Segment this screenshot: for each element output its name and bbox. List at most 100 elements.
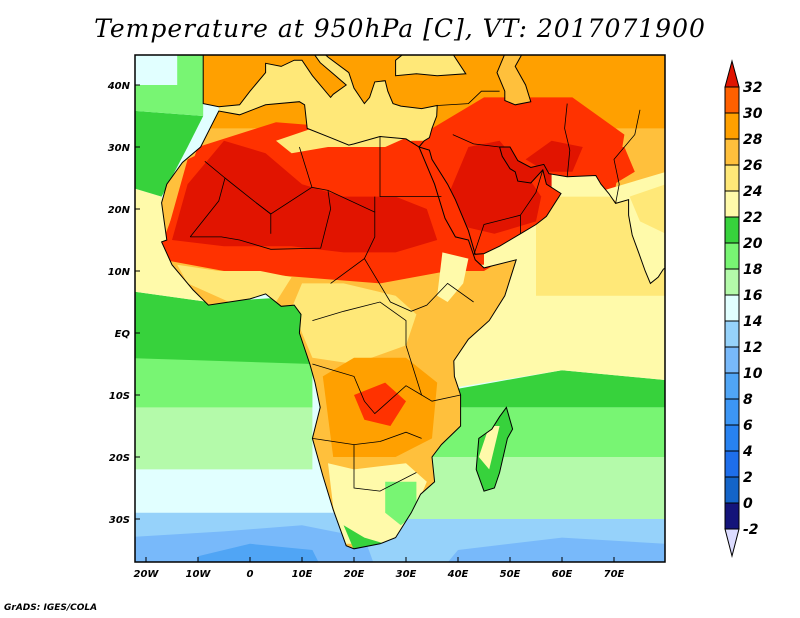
colorbar-label: 4 — [742, 444, 753, 460]
pakistan-hot — [593, 147, 635, 185]
colorbar-swatch — [724, 450, 740, 478]
colorbar-swatch — [724, 424, 740, 452]
colorbar-label: 18 — [743, 262, 763, 278]
colorbar-swatch — [724, 372, 740, 400]
ocean-cold-core — [198, 543, 319, 562]
africa-coastline — [160, 101, 517, 550]
lon-tick-label: 20W — [134, 569, 160, 580]
arabian-sea — [536, 196, 665, 296]
country-border — [190, 190, 332, 250]
caspian-coastline — [496, 55, 532, 106]
ocean-cold-east — [447, 537, 665, 562]
colorbar-label: 12 — [743, 340, 762, 356]
country-border — [312, 431, 422, 446]
lat-tick-label: 30N — [108, 143, 131, 154]
atlantic-south-band — [135, 395, 313, 470]
lon-tick-label: 10W — [186, 569, 212, 580]
country-border — [299, 146, 313, 188]
colorbar-label: 16 — [743, 288, 763, 304]
black-sea-coastline — [395, 55, 467, 77]
lat-tick-label: EQ — [115, 329, 131, 340]
atlantic-subtropic — [135, 110, 204, 197]
colorbar-label: -2 — [743, 522, 759, 538]
lat-tick-label: 40N — [107, 81, 131, 92]
lon-tick-label: 30E — [396, 569, 417, 580]
colorbar-swatch — [724, 86, 740, 114]
temperature-field — [135, 55, 665, 562]
sahara-core — [172, 140, 438, 253]
country-border — [255, 186, 376, 284]
colorbar-label: 22 — [743, 210, 762, 226]
lat-tick-label: 10S — [109, 391, 130, 402]
indian-18-band — [406, 370, 665, 408]
atlantic-eq-band — [135, 291, 313, 364]
lon-tick-label: 70E — [604, 569, 625, 580]
lat-tick-label: 20S — [109, 453, 130, 464]
colorbar-label: 8 — [743, 392, 753, 408]
lat-tick-label: 20N — [108, 205, 131, 216]
madagascar-coastline — [475, 406, 514, 492]
atlantic-northwest — [135, 55, 178, 85]
country-border — [364, 258, 474, 312]
lon-tick-label: 20E — [344, 569, 365, 580]
country-border — [405, 345, 461, 402]
country-border — [379, 136, 442, 198]
colorbar-label: 20 — [743, 236, 763, 252]
lat-tick-label: 30S — [109, 515, 130, 526]
lon-tick-label: 50E — [500, 569, 521, 580]
country-border — [189, 160, 226, 238]
colorbar-swatch — [724, 268, 740, 296]
colorbar-label: 10 — [743, 366, 763, 382]
colorbar-swatch — [724, 216, 740, 244]
madagascar-west — [478, 426, 500, 470]
axis-ticks: 20W 10W 0 10E 20E 30E 40E 50E 60E 70E 40N 30N 20N 10N… — [107, 81, 625, 580]
colorbar-swatch — [724, 164, 740, 192]
atlantic-16-band — [135, 357, 313, 408]
colorbar-label: 24 — [743, 184, 762, 200]
colorbar-label: 32 — [743, 80, 762, 96]
lat-tick-label: 10N — [108, 267, 131, 278]
map-frame — [134, 54, 666, 563]
lon-tick-label: 10E — [292, 569, 313, 580]
ethiopian-highlands — [437, 252, 469, 302]
colorbar-label: 26 — [743, 158, 763, 174]
indian-16-band — [406, 407, 665, 457]
colorbar-label: 14 — [743, 314, 762, 330]
colorbar-label: 6 — [743, 418, 753, 434]
lon-tick-label: 0 — [247, 569, 254, 580]
country-border — [564, 103, 571, 177]
indian-south-band — [406, 457, 665, 519]
colorbar-min-arrow — [724, 528, 740, 558]
colorbar-label: 0 — [743, 496, 753, 512]
caspian-sea — [497, 55, 531, 105]
colorbar-swatch — [724, 112, 740, 140]
lon-tick-label: 60E — [552, 569, 573, 580]
cape-region — [343, 525, 386, 549]
country-border — [437, 90, 500, 106]
congo-basin — [291, 283, 417, 364]
black-sea — [395, 55, 466, 76]
colorbar-swatch — [724, 242, 740, 270]
grads-credit: GrADS: IGES/COLA — [4, 603, 98, 613]
country-border — [353, 444, 417, 492]
south-africa-east — [385, 481, 417, 526]
colorbar-swatch — [724, 346, 740, 374]
colorbar-swatch — [724, 294, 740, 322]
colorbar-label: 30 — [743, 106, 763, 122]
eurasia-coastline — [202, 55, 665, 285]
country-border — [473, 214, 521, 256]
colorbar-swatch — [724, 138, 740, 166]
country-border — [312, 363, 422, 415]
west-africa-coast — [166, 246, 292, 302]
colorbar-swatch — [724, 398, 740, 426]
colorbar-label: 28 — [743, 132, 763, 148]
colorbar-max-arrow — [724, 59, 740, 88]
map-title: Temperature at 950hPa [C], VT: 201707190… — [94, 14, 706, 43]
colorbar-swatch — [724, 502, 740, 530]
colorbar-swatch — [724, 320, 740, 348]
country-border — [520, 169, 544, 234]
zambia-hot — [354, 382, 406, 426]
lon-tick-label: 40E — [447, 569, 469, 580]
